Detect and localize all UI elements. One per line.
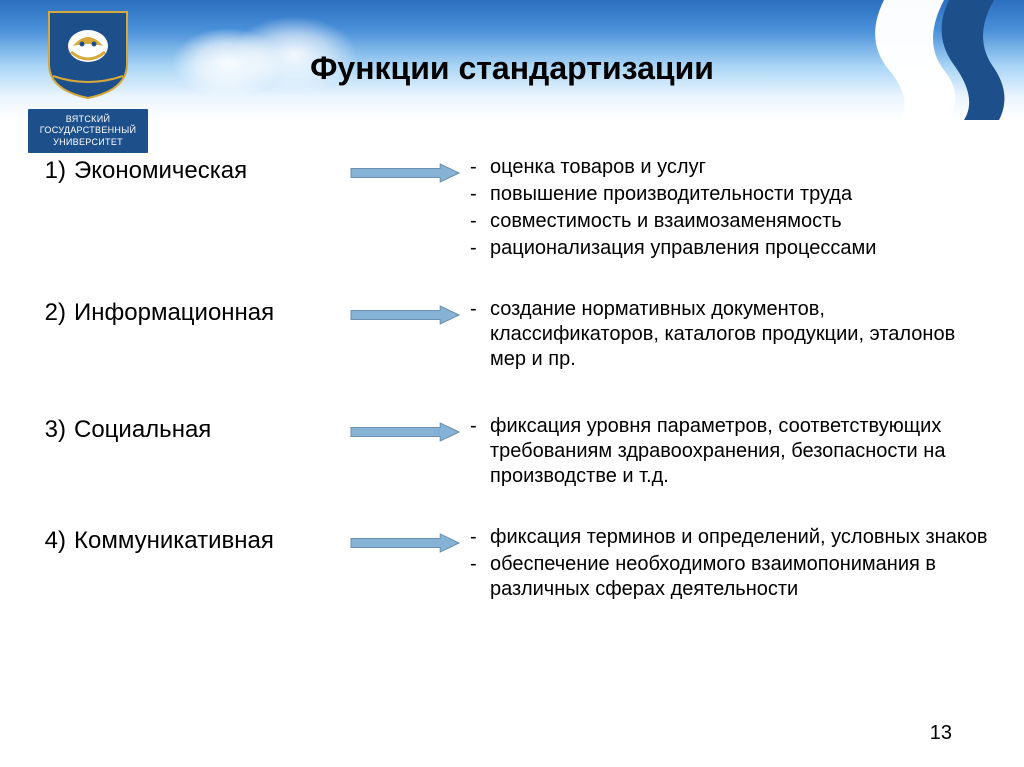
function-row: 4)Коммуникативная фиксация терминов и опр… — [30, 525, 994, 604]
function-details: фиксация терминов и определений, условны… — [470, 525, 994, 604]
function-details: создание нормативных документов, классиф… — [470, 297, 994, 374]
function-number: 2) — [30, 299, 74, 327]
detail-list: оценка товаров и услугповышение производ… — [470, 155, 994, 261]
arrow-cell — [350, 155, 470, 188]
uni-line-2: ГОСУДАРСТВЕННЫЙ — [32, 125, 144, 136]
function-number: 4) — [30, 527, 74, 555]
arrow-icon — [350, 422, 460, 442]
function-name: Информационная — [74, 299, 274, 327]
detail-item: оценка товаров и услуг — [490, 155, 994, 180]
function-name: Экономическая — [74, 157, 247, 185]
function-label: 2)Информационная — [30, 297, 350, 327]
arrow-icon — [350, 533, 460, 553]
arrow-cell — [350, 297, 470, 330]
uni-line-3: УНИВЕРСИТЕТ — [32, 137, 144, 148]
function-label: 4)Коммуникативная — [30, 525, 350, 555]
detail-list: создание нормативных документов, классиф… — [470, 297, 994, 372]
page-number: 13 — [930, 722, 952, 745]
function-label: 3)Социальная — [30, 414, 350, 444]
university-name: ВЯТСКИЙ ГОСУДАРСТВЕННЫЙ УНИВЕРСИТЕТ — [28, 109, 148, 153]
arrow-icon — [350, 163, 460, 183]
function-label: 1)Экономическая — [30, 155, 350, 185]
detail-item: обеспечение необходимого взаимопонимания… — [490, 552, 994, 602]
function-details: фиксация уровня параметров, соответствую… — [470, 414, 994, 491]
function-name: Коммуникативная — [74, 527, 274, 555]
detail-item: фиксация уровня параметров, соответствую… — [490, 414, 994, 489]
slide-title: Функции стандартизации — [0, 50, 1024, 87]
detail-item: совместимость и взаимозаменямость — [490, 209, 994, 234]
detail-list: фиксация терминов и определений, условны… — [470, 525, 994, 602]
function-number: 3) — [30, 416, 74, 444]
arrow-cell — [350, 414, 470, 447]
function-name: Социальная — [74, 416, 211, 444]
detail-list: фиксация уровня параметров, соответствую… — [470, 414, 994, 489]
detail-item: рационализация управления процессами — [490, 236, 994, 261]
arrow-cell — [350, 525, 470, 558]
detail-item: фиксация терминов и определений, условны… — [490, 525, 994, 550]
function-row: 1)Экономическая оценка товаров и услугпов… — [30, 155, 994, 263]
detail-item: создание нормативных документов, классиф… — [490, 297, 994, 372]
function-row: 2)Информационная создание нормативных док… — [30, 297, 994, 374]
uni-line-1: ВЯТСКИЙ — [32, 114, 144, 125]
arrow-icon — [350, 305, 460, 325]
function-row: 3)Социальная фиксация уровня параметров, … — [30, 414, 994, 491]
function-number: 1) — [30, 157, 74, 185]
function-details: оценка товаров и услугповышение производ… — [470, 155, 994, 263]
content-area: 1)Экономическая оценка товаров и услугпов… — [30, 155, 994, 604]
detail-item: повышение производительности труда — [490, 182, 994, 207]
